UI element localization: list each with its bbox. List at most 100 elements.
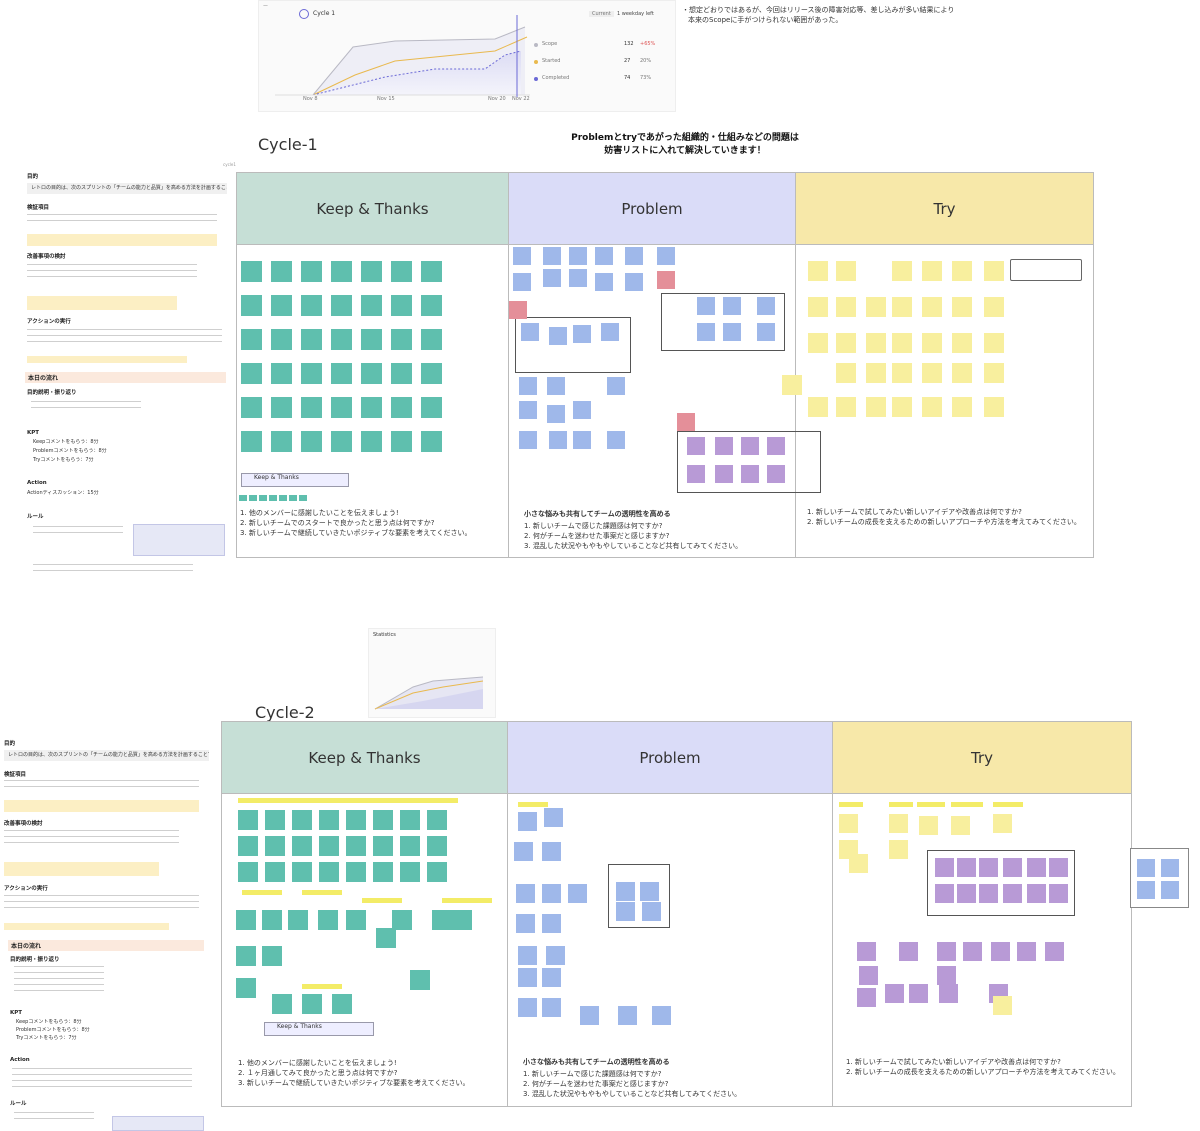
try-sticky[interactable] (839, 814, 858, 833)
keep-mini-sticky[interactable] (289, 495, 297, 501)
try-sticky[interactable] (952, 363, 972, 383)
keep-sticky[interactable] (301, 261, 322, 282)
try-sticky[interactable] (836, 297, 856, 317)
try-sticky[interactable] (984, 297, 1004, 317)
problem-sticky-purple[interactable] (741, 465, 759, 483)
keep-mini-sticky[interactable] (239, 495, 247, 501)
try-sticky[interactable] (892, 363, 912, 383)
keep-sticky[interactable] (400, 862, 420, 882)
try-sticky[interactable] (836, 363, 856, 383)
try-sticky[interactable] (892, 261, 912, 281)
problem-sticky[interactable] (642, 902, 661, 921)
problem-sticky[interactable] (573, 401, 591, 419)
group-label[interactable] (442, 898, 492, 903)
col-head-keep-c2[interactable]: Keep & Thanks (222, 722, 507, 793)
keep-sticky[interactable] (241, 397, 262, 418)
try-sticky[interactable] (984, 261, 1004, 281)
problem-sticky[interactable] (542, 842, 561, 861)
try-sticky[interactable] (892, 297, 912, 317)
keep-sticky[interactable] (331, 295, 352, 316)
keep-sticky[interactable] (265, 862, 285, 882)
try-sticky-purple[interactable] (909, 984, 928, 1003)
keep-sticky[interactable] (421, 397, 442, 418)
problem-sticky[interactable] (573, 431, 591, 449)
try-sticky-purple[interactable] (885, 984, 904, 1003)
problem-sticky[interactable] (723, 323, 741, 341)
try-sticky[interactable] (919, 816, 938, 835)
group-frame[interactable] (661, 293, 785, 351)
keep-mini-sticky[interactable] (249, 495, 257, 501)
group-label[interactable] (839, 802, 863, 807)
col-head-try-c1[interactable]: Try (796, 173, 1093, 244)
try-sticky[interactable] (866, 363, 886, 383)
group-label[interactable] (302, 984, 342, 989)
keep-sticky[interactable] (288, 910, 308, 930)
keep-sticky[interactable] (361, 363, 382, 384)
problem-sticky-purple[interactable] (687, 465, 705, 483)
try-sticky-purple[interactable] (1003, 884, 1022, 903)
try-sticky[interactable] (808, 333, 828, 353)
keep-sticky[interactable] (241, 363, 262, 384)
try-sticky[interactable] (808, 261, 828, 281)
keep-sticky[interactable] (238, 810, 258, 830)
keep-sticky[interactable] (241, 295, 262, 316)
try-sticky[interactable] (984, 333, 1004, 353)
try-sticky[interactable] (866, 297, 886, 317)
keep-sticky[interactable] (421, 261, 442, 282)
keep-sticky[interactable] (421, 363, 442, 384)
keep-toolbar-c2[interactable]: Keep & Thanks (264, 1022, 374, 1036)
problem-sticky[interactable] (519, 431, 537, 449)
keep-sticky[interactable] (373, 810, 393, 830)
keep-sticky[interactable] (427, 862, 447, 882)
try-sticky[interactable] (836, 333, 856, 353)
problem-sticky-purple[interactable] (767, 465, 785, 483)
keep-sticky[interactable] (302, 994, 322, 1014)
keep-sticky[interactable] (271, 261, 292, 282)
try-sticky-purple[interactable] (1003, 858, 1022, 877)
comment-bubble[interactable] (1010, 259, 1082, 281)
keep-sticky[interactable] (292, 862, 312, 882)
keep-sticky[interactable] (301, 431, 322, 452)
keep-sticky[interactable] (271, 431, 292, 452)
keep-sticky[interactable] (238, 862, 258, 882)
problem-sticky-pink[interactable] (677, 413, 695, 431)
keep-sticky[interactable] (361, 329, 382, 350)
keep-sticky[interactable] (391, 363, 412, 384)
keep-sticky[interactable] (391, 397, 412, 418)
col-head-keep-c1[interactable]: Keep & Thanks (237, 173, 508, 244)
problem-sticky[interactable] (569, 247, 587, 265)
try-sticky[interactable] (892, 397, 912, 417)
try-sticky[interactable] (808, 297, 828, 317)
keep-sticky[interactable] (427, 836, 447, 856)
try-sticky-purple[interactable] (957, 884, 976, 903)
keep-sticky[interactable] (400, 836, 420, 856)
problem-sticky[interactable] (616, 902, 635, 921)
keep-sticky[interactable] (427, 810, 447, 830)
legend-completed[interactable]: Completed 74 73% (534, 75, 664, 92)
legend-scope[interactable]: Scope 132 +65% (534, 41, 664, 58)
keep-sticky[interactable] (392, 910, 412, 930)
problem-sticky[interactable] (607, 431, 625, 449)
problem-sticky-purple[interactable] (687, 437, 705, 455)
col-head-problem-c2[interactable]: Problem (508, 722, 832, 793)
extra-sticky[interactable] (1137, 859, 1155, 877)
try-sticky-purple[interactable] (935, 858, 954, 877)
problem-sticky-purple[interactable] (715, 437, 733, 455)
try-sticky-purple[interactable] (939, 984, 958, 1003)
try-sticky[interactable] (889, 814, 908, 833)
try-sticky[interactable] (922, 261, 942, 281)
try-sticky[interactable] (984, 363, 1004, 383)
keep-sticky[interactable] (301, 397, 322, 418)
problem-sticky[interactable] (546, 946, 565, 965)
keep-sticky[interactable] (271, 329, 292, 350)
try-sticky-purple[interactable] (1045, 942, 1064, 961)
problem-sticky[interactable] (568, 884, 587, 903)
problem-sticky[interactable] (595, 247, 613, 265)
extra-sticky[interactable] (1161, 881, 1179, 899)
keep-sticky[interactable] (319, 836, 339, 856)
group-label[interactable] (518, 802, 548, 807)
keep-sticky[interactable] (421, 295, 442, 316)
problem-sticky[interactable] (549, 431, 567, 449)
keep-mini-sticky[interactable] (299, 495, 307, 501)
try-sticky-purple[interactable] (979, 884, 998, 903)
